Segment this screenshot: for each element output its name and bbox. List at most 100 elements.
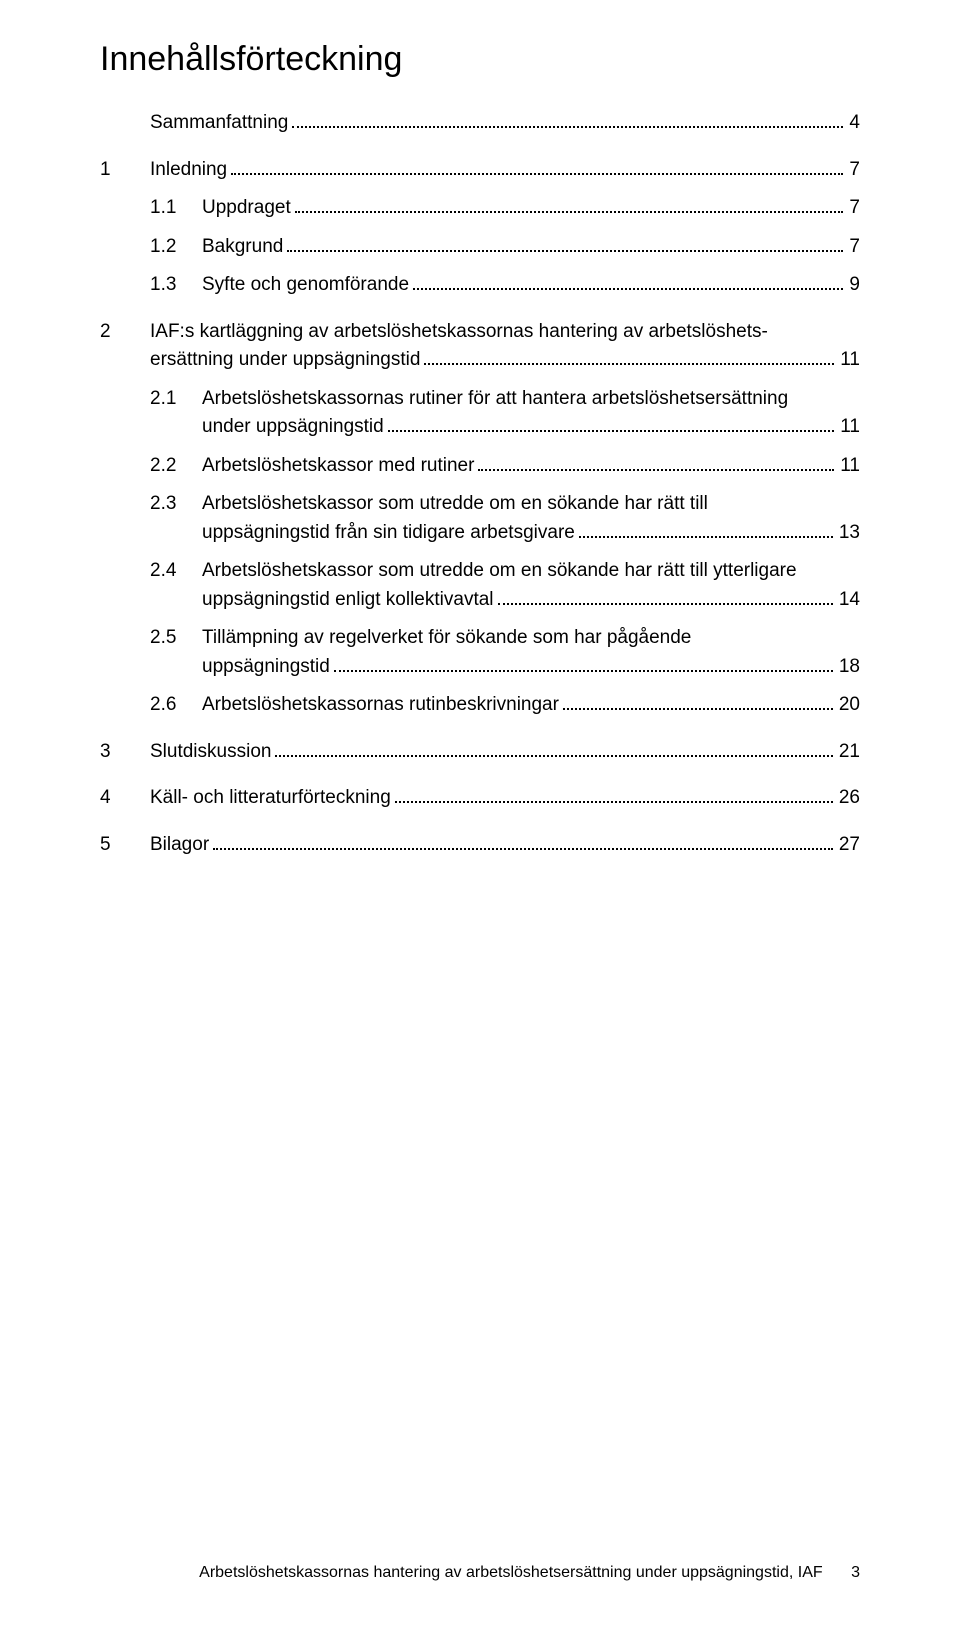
toc-label: uppsägningstid enligt kollektivavtal (202, 586, 494, 615)
toc-entry: Arbetslöshetskassornas rutiner för att h… (202, 385, 860, 442)
toc-subnumber: 2.4 (150, 557, 202, 586)
toc-label: Bilagor (150, 831, 209, 860)
toc-subnumber: 2.3 (150, 490, 202, 519)
toc-number: 4 (100, 784, 130, 813)
toc-page: 7 (847, 194, 860, 223)
toc-label: Bakgrund (202, 233, 283, 262)
toc-label: Arbetslöshetskassor som utredde om en sö… (202, 557, 860, 586)
toc-label: Arbetslöshetskassornas rutinbeskrivninga… (202, 691, 559, 720)
toc-label: Arbetslöshetskassornas rutiner för att h… (202, 385, 860, 414)
toc-leader (287, 234, 843, 251)
toc-number: 3 (100, 738, 130, 767)
toc-number: 2 (100, 318, 130, 347)
toc-label: Käll- och litteraturförteckning (150, 784, 391, 813)
toc-page: 9 (847, 271, 860, 300)
toc-row: 1.3Syfte och genomförande 9 (100, 271, 860, 300)
toc-page: 7 (847, 233, 860, 262)
toc-page: 11 (838, 452, 860, 481)
toc-leader (424, 348, 834, 365)
toc-entry: Syfte och genomförande 9 (202, 271, 860, 300)
toc-label: Tillämpning av regelverket för sökande s… (202, 624, 860, 653)
toc-page: 27 (837, 831, 860, 860)
toc-entry: Bakgrund 7 (202, 233, 860, 262)
toc-entry: Arbetslöshetskassor som utredde om en sö… (202, 557, 860, 614)
toc-label: Arbetslöshetskassor som utredde om en sö… (202, 490, 860, 519)
toc-label: Slutdiskussion (150, 738, 271, 767)
toc-label: Inledning (150, 156, 227, 185)
toc-entry: Bilagor 27 (150, 831, 860, 860)
toc-page: 11 (838, 413, 860, 442)
page-footer: Arbetslöshetskassornas hantering av arbe… (199, 1564, 860, 1582)
toc-entry: Arbetslöshetskassor som utredde om en sö… (202, 490, 860, 547)
toc-page: 18 (837, 653, 860, 682)
toc-entry: Arbetslöshetskassornas rutinbeskrivninga… (202, 691, 860, 720)
footer-page-number: 3 (851, 1564, 860, 1582)
toc-entry: Uppdraget 7 (202, 194, 860, 223)
toc-entry: Slutdiskussion 21 (150, 738, 860, 767)
toc-label: IAF:s kartläggning av arbetslöshetskasso… (150, 318, 860, 347)
toc-subnumber: 1.3 (150, 271, 202, 300)
toc-leader (231, 157, 843, 174)
toc-subnumber: 1.1 (150, 194, 202, 223)
toc-row: 2.5Tillämpning av regelverket för sökand… (100, 624, 860, 681)
toc-subnumber: 2.5 (150, 624, 202, 653)
toc-entry: Käll- och litteraturförteckning 26 (150, 784, 860, 813)
toc-leader (388, 415, 835, 432)
toc-entry: Inledning 7 (150, 156, 860, 185)
toc-leader (413, 273, 843, 290)
toc-entry: Sammanfattning 4 (150, 109, 860, 138)
toc-row: 2 IAF:s kartläggning av arbetslöshetskass… (100, 318, 860, 375)
toc-leader (579, 520, 833, 537)
toc-title: Innehållsförteckning (100, 40, 860, 79)
toc-row: 2.2Arbetslöshetskassor med rutiner 11 (100, 452, 860, 481)
toc-page: 20 (837, 691, 860, 720)
toc-number: 5 (100, 831, 130, 860)
toc-subnumber: 2.6 (150, 691, 202, 720)
toc-row: Sammanfattning 4 (100, 109, 860, 138)
toc-label: Arbetslöshetskassor med rutiner (202, 452, 474, 481)
toc-leader (295, 196, 844, 213)
toc-leader (275, 739, 832, 756)
toc-number: 1 (100, 156, 130, 185)
toc-leader (334, 654, 833, 671)
toc-row: 5 Bilagor 27 (100, 831, 860, 860)
toc-row: 4 Käll- och litteraturförteckning 26 (100, 784, 860, 813)
toc-page: 13 (837, 519, 860, 548)
toc-row: 3 Slutdiskussion 21 (100, 738, 860, 767)
toc-label: uppsägningstid från sin tidigare arbetsg… (202, 519, 575, 548)
toc-page: 4 (847, 109, 860, 138)
toc-label: uppsägningstid (202, 653, 330, 682)
toc-row: 1.2Bakgrund 7 (100, 233, 860, 262)
toc-subnumber: 1.2 (150, 233, 202, 262)
table-of-contents: Sammanfattning 4 1 Inledning 7 1.1Uppdraget 7… (100, 109, 860, 859)
toc-label: Syfte och genomförande (202, 271, 409, 300)
toc-label: Sammanfattning (150, 109, 288, 138)
toc-row: 1.1Uppdraget 7 (100, 194, 860, 223)
toc-label: ersättning under uppsägningstid (150, 346, 420, 375)
toc-entry: IAF:s kartläggning av arbetslöshetskasso… (150, 318, 860, 375)
toc-entry: Tillämpning av regelverket för sökande s… (202, 624, 860, 681)
toc-page: 21 (837, 738, 860, 767)
toc-row: 2.1Arbetslöshetskassornas rutiner för at… (100, 385, 860, 442)
toc-subnumber: 2.2 (150, 452, 202, 481)
toc-leader (498, 587, 833, 604)
toc-leader (213, 832, 833, 849)
toc-leader (395, 786, 833, 803)
toc-leader (563, 693, 833, 710)
toc-row: 2.3Arbetslöshetskassor som utredde om en… (100, 490, 860, 547)
toc-label: Uppdraget (202, 194, 291, 223)
toc-label: under uppsägningstid (202, 413, 384, 442)
footer-text: Arbetslöshetskassornas hantering av arbe… (199, 1564, 822, 1581)
toc-page: 7 (847, 156, 860, 185)
toc-subnumber: 2.1 (150, 385, 202, 414)
toc-leader (478, 453, 834, 470)
toc-entry: Arbetslöshetskassor med rutiner 11 (202, 452, 860, 481)
toc-row: 1 Inledning 7 (100, 156, 860, 185)
toc-page: 11 (838, 346, 860, 375)
page: Innehållsförteckning Sammanfattning 4 1 Inl… (0, 0, 960, 1637)
toc-page: 14 (837, 586, 860, 615)
toc-row: 2.6Arbetslöshetskassornas rutinbeskrivni… (100, 691, 860, 720)
toc-page: 26 (837, 784, 860, 813)
toc-row: 2.4Arbetslöshetskassor som utredde om en… (100, 557, 860, 614)
toc-leader (292, 111, 843, 128)
